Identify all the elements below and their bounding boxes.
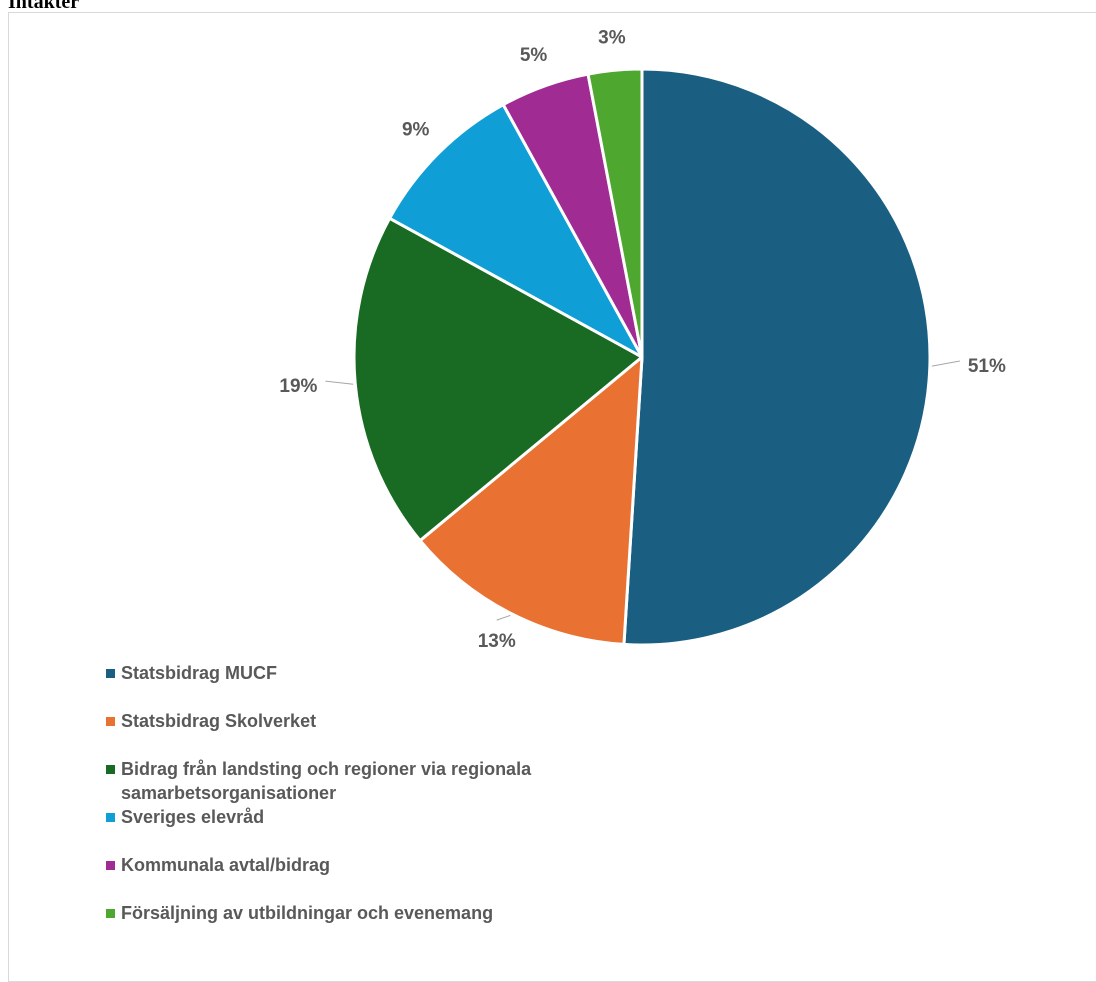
chart-area: 51% 13% 19% 9% 5% 3% Statsbidrag MUCF Statsbid…: [8, 12, 1096, 982]
leader-line-2: [496, 614, 511, 621]
legend-swatch: [106, 813, 115, 822]
data-label-2: 13%: [478, 631, 516, 652]
legend-item: Statsbidrag MUCF: [106, 661, 666, 685]
legend-label: Bidrag från landsting och regioner via r…: [121, 759, 532, 803]
data-label-3: 19%: [279, 376, 317, 397]
legend-label: Kommunala avtal/bidrag: [121, 855, 331, 875]
legend-swatch: [106, 765, 115, 774]
legend-label: Statsbidrag MUCF: [121, 663, 278, 683]
leader-line-3: [325, 380, 354, 385]
legend-item: Bidrag från landsting och regioner via r…: [106, 757, 666, 805]
legend-swatch: [106, 909, 115, 918]
data-label-6: 3%: [598, 27, 626, 48]
legend-item: Försäljning av utbildningar och eveneman…: [106, 901, 666, 925]
data-label-5: 5%: [520, 45, 548, 66]
pie-slice-3: [352, 216, 644, 543]
legend-item: Sveriges elevråd: [106, 805, 666, 829]
leader-line-1: [931, 360, 960, 367]
legend-label: Statsbidrag Skolverket: [121, 711, 317, 731]
legend-swatch: [106, 861, 115, 870]
data-label-1: 51%: [968, 356, 1006, 377]
pie-chart: 51% 13% 19% 9% 5% 3%: [279, 27, 1006, 652]
legend-label: Försäljning av utbildningar och eveneman…: [121, 903, 494, 923]
legend-swatch: [106, 717, 115, 726]
pie-slice-1: [622, 67, 932, 647]
data-label-4: 9%: [402, 120, 430, 141]
page-title: Intäkter: [8, 0, 80, 13]
legend-swatch: [106, 669, 115, 678]
legend-label: Sveriges elevråd: [121, 807, 265, 827]
legend-item: Kommunala avtal/bidrag: [106, 853, 666, 877]
pie-slice-6: [586, 67, 644, 359]
legend-item: Statsbidrag Skolverket: [106, 709, 666, 733]
pie-slice-4: [388, 103, 644, 359]
pie-slice-2: [418, 355, 644, 646]
